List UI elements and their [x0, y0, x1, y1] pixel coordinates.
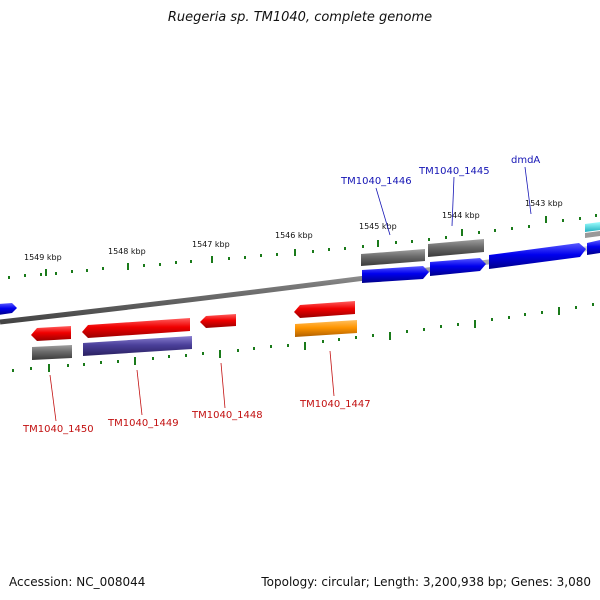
- forward-scale-dots: [8, 214, 597, 279]
- gene-tm1040-1447-pair[interactable]: [295, 320, 357, 337]
- gene-partial-right-blue[interactable]: [587, 240, 600, 255]
- tick-1547: [211, 256, 213, 263]
- tick-1548: [127, 263, 129, 270]
- gene-partial-left[interactable]: [0, 303, 17, 315]
- reverse-scale-ticks: [48, 307, 560, 372]
- forward-scale-ticks: [45, 216, 547, 276]
- gene-tm1040-1448[interactable]: [200, 314, 236, 328]
- gene-tm1040-1446-pair[interactable]: [361, 249, 425, 266]
- gene-partial-right-gray[interactable]: [585, 231, 600, 238]
- tick-label: 1549 kbp: [24, 253, 62, 262]
- gene-tm1040-1445[interactable]: [430, 258, 486, 276]
- tick-1543: [545, 216, 547, 223]
- label-tm1040-1446[interactable]: TM1040_1446: [340, 176, 412, 187]
- forward-gene-labels: TM1040_1446 TM1040_1445 dmdA: [340, 155, 540, 236]
- label-tm1040-1445[interactable]: TM1040_1445: [418, 166, 490, 177]
- reverse-scale-dots: [12, 303, 594, 372]
- tick-label: 1545 kbp: [359, 222, 397, 231]
- label-tm1040-1448[interactable]: TM1040_1448: [191, 410, 263, 421]
- reverse-gene-labels: TM1040_1450 TM1040_1449 TM1040_1448 TM10…: [22, 350, 371, 435]
- tick-label: 1548 kbp: [108, 247, 146, 256]
- tick-1546: [294, 249, 296, 256]
- tick-1545: [377, 240, 379, 247]
- tick-1544: [461, 229, 463, 236]
- scale-labels: 1549 kbp 1548 kbp 1547 kbp 1546 kbp 1545…: [24, 199, 563, 262]
- label-tm1040-1450[interactable]: TM1040_1450: [22, 424, 94, 435]
- gene-tm1040-1450-pair[interactable]: [32, 345, 72, 360]
- reverse-genes: [31, 301, 357, 360]
- genome-summary-text: Topology: circular; Length: 3,200,938 bp…: [261, 575, 591, 589]
- gene-tm1040-1447[interactable]: [294, 301, 355, 318]
- tick-label: 1543 kbp: [525, 199, 563, 208]
- label-dmda[interactable]: dmdA: [511, 155, 540, 166]
- forward-genes: [0, 222, 600, 315]
- label-tm1040-1449[interactable]: TM1040_1449: [107, 418, 179, 429]
- gene-tm1040-1449[interactable]: [82, 318, 190, 338]
- gene-dmda[interactable]: [489, 243, 586, 269]
- label-tm1040-1447[interactable]: TM1040_1447: [299, 399, 371, 410]
- gene-tm1040-1449-pair[interactable]: [83, 336, 192, 356]
- map-title: Ruegeria sp. TM1040, complete genome: [167, 10, 433, 25]
- gene-tm1040-1446[interactable]: [362, 266, 429, 283]
- tick-1549: [45, 269, 47, 276]
- gene-tm1040-1450[interactable]: [31, 326, 71, 341]
- accession-text: Accession: NC_008044: [9, 575, 146, 589]
- tick-label: 1546 kbp: [275, 231, 313, 240]
- tick-label: 1547 kbp: [192, 240, 230, 249]
- gene-partial-right-cyan[interactable]: [585, 222, 600, 232]
- gene-tm1040-1445-pair[interactable]: [428, 239, 484, 257]
- tick-label: 1544 kbp: [442, 211, 480, 220]
